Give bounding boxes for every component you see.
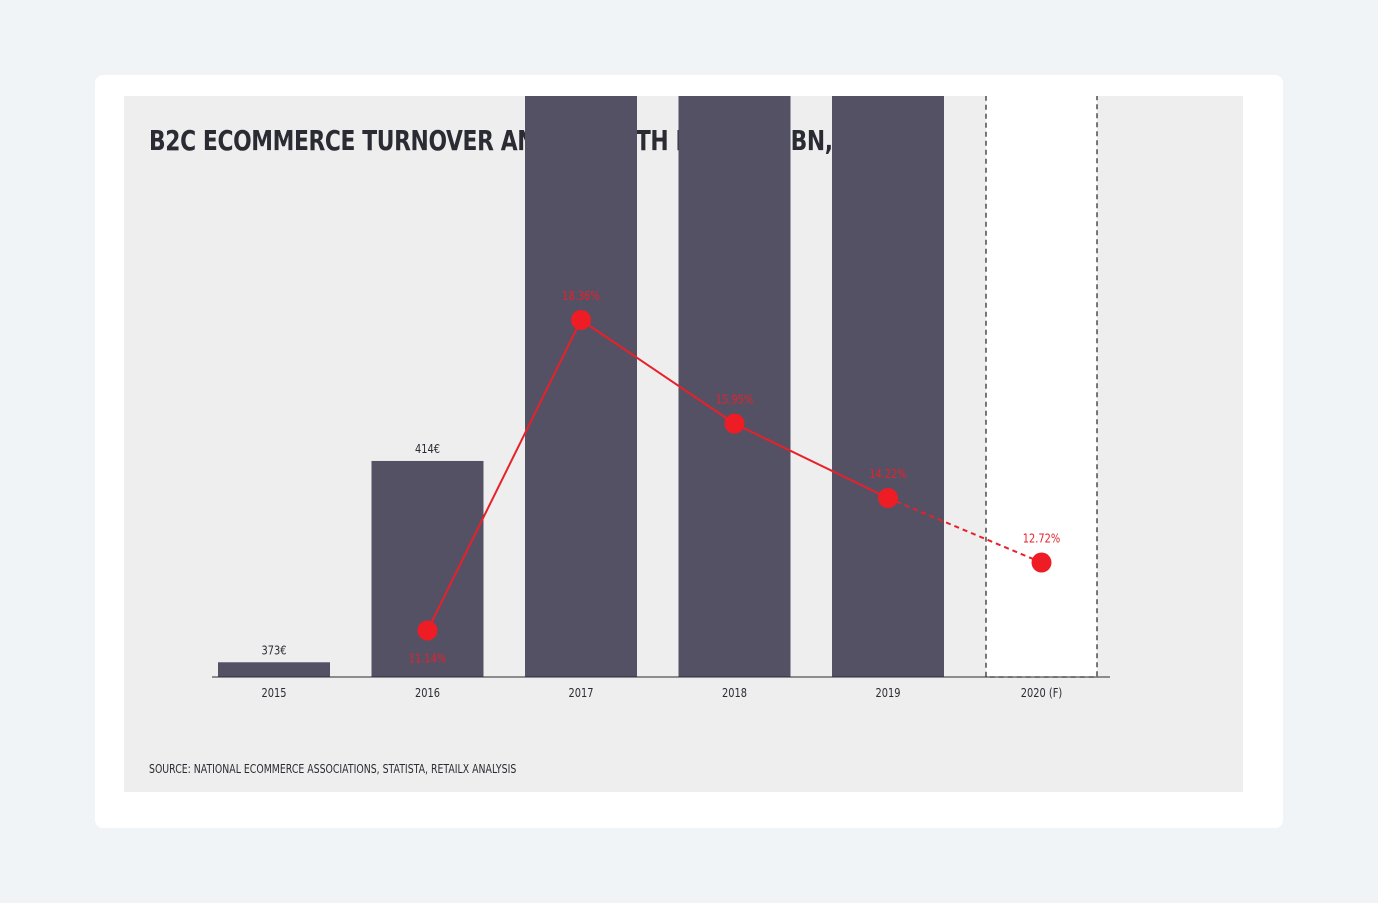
growth-line-segment [887, 497, 1042, 564]
growth-rate-label: 11.14% [409, 652, 447, 666]
bars-layer [218, 96, 1098, 678]
bar [832, 96, 944, 678]
x-tick-label: 2019 [875, 686, 900, 700]
x-tick-label: 2017 [568, 686, 593, 700]
bar-value-label: 414€ [415, 442, 440, 456]
growth-line-segment [580, 319, 736, 425]
growth-line-segment [734, 422, 889, 499]
bar-value-label: 373€ [261, 643, 286, 657]
forecast-bar [985, 96, 1098, 678]
growth-point [724, 413, 745, 434]
chart-card: B2C ECOMMERCE TURNOVER AND GROWTH RATE I… [95, 75, 1283, 828]
x-tick-label: 2016 [415, 686, 440, 700]
growth-rate-label: 14.22% [869, 467, 907, 481]
x-tick-label: 2018 [722, 686, 747, 700]
growth-rate-label: 15.95% [716, 393, 754, 407]
growth-rate-label: 18.36% [562, 289, 600, 303]
growth-point [1031, 552, 1052, 573]
growth-line-segment [426, 319, 582, 631]
chart-panel: B2C ECOMMERCE TURNOVER AND GROWTH RATE I… [124, 96, 1243, 792]
growth-rate-label: 12.72% [1023, 532, 1061, 546]
bar [218, 662, 330, 677]
growth-line-layer [417, 310, 1052, 641]
x-tick-label: 2020 (F) [1021, 686, 1063, 700]
labels-layer: 373€2015414€2016492€2017557€2018636€2019… [261, 289, 1063, 700]
bar [678, 96, 791, 678]
growth-point [417, 620, 438, 641]
turnover-growth-chart: 373€2015414€2016492€2017557€2018636€2019… [212, 96, 1110, 700]
growth-point [571, 310, 591, 330]
source-note: SOURCE: NATIONAL ECOMMERCE ASSOCIATIONS,… [149, 762, 517, 776]
growth-point [878, 488, 898, 509]
x-tick-label: 2015 [261, 686, 286, 700]
bar [525, 96, 637, 678]
bar [371, 460, 484, 677]
